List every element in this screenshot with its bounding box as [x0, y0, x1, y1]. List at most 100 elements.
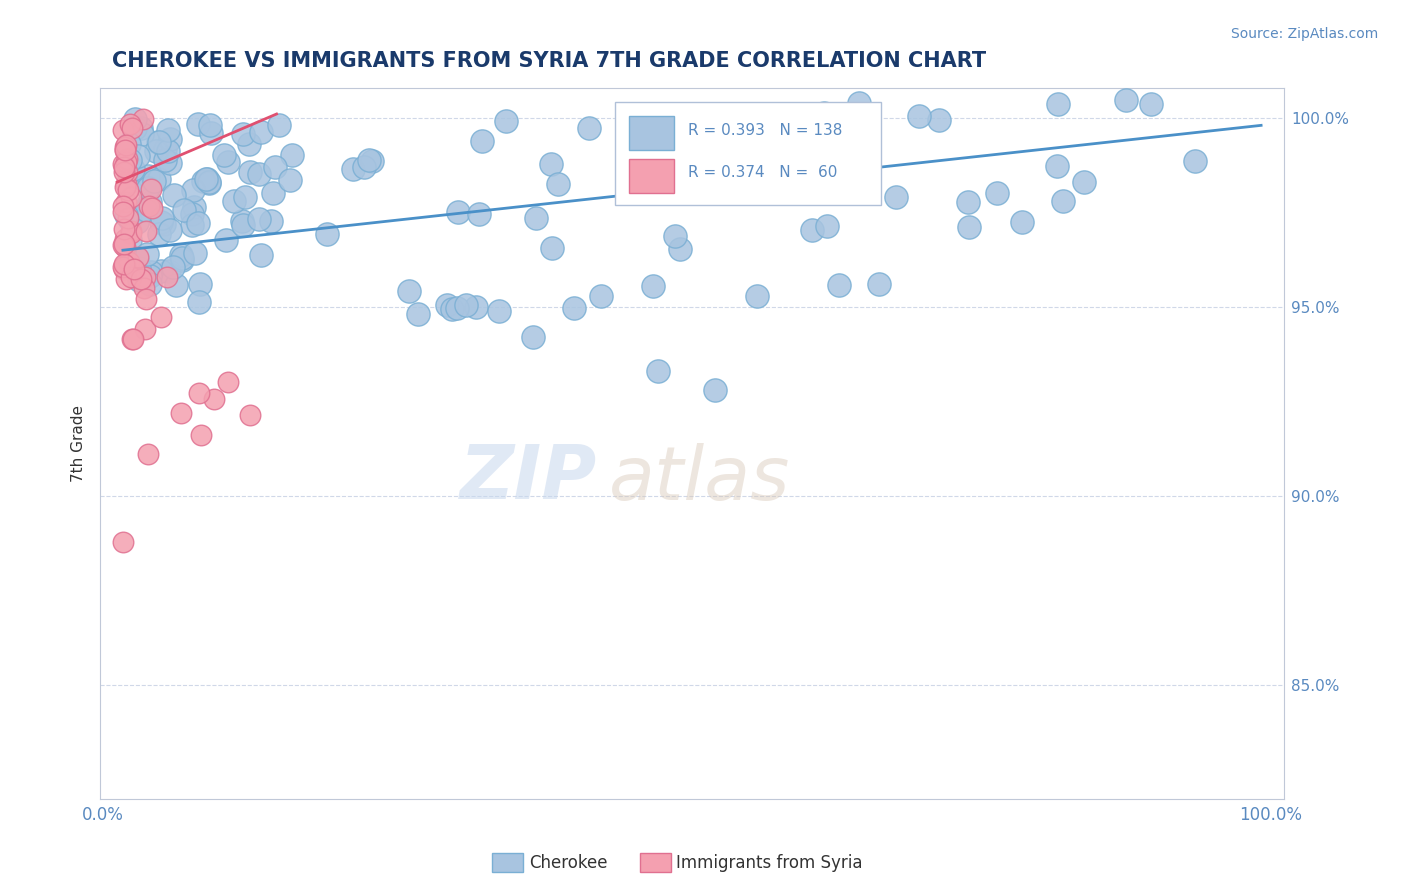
Text: 0.0%: 0.0%	[83, 806, 124, 824]
Point	[118, 233, 141, 247]
Point	[1184, 154, 1206, 169]
Point	[114, 139, 136, 153]
Point	[148, 171, 170, 186]
Point	[148, 135, 170, 149]
Point	[540, 241, 562, 255]
Point	[128, 273, 150, 287]
Point	[562, 301, 585, 316]
Point	[212, 148, 235, 162]
Point	[165, 277, 187, 292]
Point	[181, 183, 204, 197]
Point	[134, 270, 156, 285]
Point	[703, 383, 725, 397]
Point	[162, 260, 184, 275]
Point	[138, 446, 160, 460]
Point	[1047, 96, 1070, 111]
Point	[112, 122, 135, 136]
Point	[128, 260, 150, 275]
Point	[247, 167, 270, 181]
Point	[111, 534, 134, 549]
Point	[122, 332, 145, 346]
Point	[232, 218, 254, 232]
Point	[260, 214, 283, 228]
Text: Cherokee: Cherokee	[529, 854, 607, 871]
Point	[132, 280, 155, 294]
Point	[668, 242, 690, 256]
Point	[1140, 96, 1163, 111]
Point	[197, 175, 219, 189]
Text: R = 0.374   N =  60: R = 0.374 N = 60	[689, 165, 838, 180]
Point	[148, 227, 170, 241]
Point	[159, 223, 181, 237]
Point	[115, 177, 138, 191]
Point	[124, 120, 146, 135]
Point	[868, 277, 890, 292]
Point	[121, 121, 143, 136]
Point	[150, 264, 173, 278]
Point	[183, 201, 205, 215]
Point	[115, 194, 138, 209]
Point	[170, 406, 193, 420]
Point	[848, 95, 870, 110]
Point	[120, 226, 142, 240]
Point	[187, 216, 209, 230]
Point	[488, 303, 510, 318]
Point	[1011, 214, 1033, 228]
Point	[127, 173, 149, 187]
Point	[120, 153, 142, 168]
Point	[180, 207, 202, 221]
Point	[117, 211, 139, 225]
Point	[468, 207, 491, 221]
Text: atlas: atlas	[609, 442, 790, 515]
Point	[195, 172, 218, 186]
Point	[111, 205, 134, 219]
Point	[170, 248, 193, 262]
Point	[117, 152, 139, 166]
Point	[114, 232, 136, 246]
Point	[121, 332, 143, 346]
Point	[907, 109, 929, 123]
Point	[111, 260, 134, 274]
Point	[281, 148, 304, 162]
Point	[342, 162, 364, 177]
Point	[801, 222, 824, 236]
Point	[139, 195, 162, 210]
Point	[120, 224, 142, 238]
Point	[112, 237, 135, 252]
Point	[239, 409, 262, 423]
Point	[250, 248, 273, 262]
Point	[202, 392, 225, 406]
Point	[359, 153, 381, 167]
Point	[114, 179, 136, 194]
Point	[127, 250, 149, 264]
Point	[129, 271, 152, 285]
Point	[114, 154, 136, 169]
Point	[190, 428, 212, 442]
Point	[172, 253, 194, 268]
Point	[153, 142, 176, 156]
Point	[112, 221, 135, 235]
Point	[135, 246, 157, 260]
Point	[131, 269, 153, 284]
Point	[136, 197, 159, 211]
Point	[643, 279, 665, 293]
Point	[231, 213, 253, 227]
Point	[465, 300, 488, 314]
Point	[187, 117, 209, 131]
Point	[131, 120, 153, 135]
Point	[217, 154, 239, 169]
Point	[187, 294, 209, 309]
Point	[398, 284, 420, 298]
Point	[524, 211, 547, 226]
Point	[145, 145, 167, 159]
Point	[143, 174, 166, 188]
Point	[647, 364, 669, 378]
Point	[217, 375, 239, 389]
Point	[135, 292, 157, 306]
Point	[578, 120, 600, 135]
Point	[125, 215, 148, 229]
Point	[828, 277, 851, 292]
Point	[813, 106, 835, 120]
Point	[114, 240, 136, 254]
Point	[139, 277, 162, 291]
